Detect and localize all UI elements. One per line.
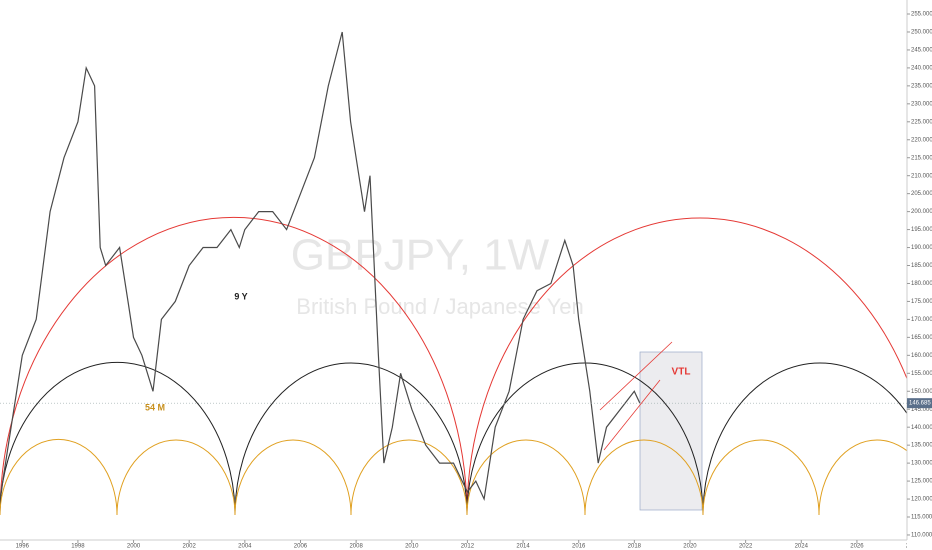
- last-price-box: [907, 398, 932, 409]
- y-tick-label: 190.000: [911, 245, 932, 251]
- y-tick-label: 145.000: [911, 407, 932, 413]
- x-tick-label: 1998: [71, 544, 85, 550]
- x-tick-label: 1996: [16, 544, 30, 550]
- x-tick-label: 2022: [739, 544, 753, 550]
- y-tick-label: 125.000: [911, 479, 932, 485]
- x-tick-label: 2014: [516, 544, 530, 550]
- annotation-54m: 54 M: [145, 402, 165, 412]
- annotation-9y: 9 Y: [234, 291, 247, 301]
- vtl-lower: [603, 379, 661, 451]
- x-tick-label: 2028: [906, 544, 920, 550]
- projection-box: [639, 351, 703, 511]
- annotation-vtl: VTL: [672, 367, 691, 378]
- y-tick-label: 255.000: [911, 12, 932, 18]
- y-tick-label: 165.000: [911, 335, 932, 341]
- x-tick-label: 2018: [628, 544, 642, 550]
- x-tick-label: 2026: [850, 544, 864, 550]
- y-tick-label: 160.000: [911, 353, 932, 359]
- y-tick-label: 235.000: [911, 83, 932, 89]
- y-tick-label: 130.000: [911, 461, 932, 467]
- x-tick-label: 2016: [572, 544, 586, 550]
- y-tick-label: 230.000: [911, 101, 932, 107]
- y-tick-label: 220.000: [911, 137, 932, 143]
- y-tick-label: 115.000: [911, 515, 932, 521]
- y-tick-label: 170.000: [911, 317, 932, 323]
- y-tick-label: 120.000: [911, 497, 932, 503]
- x-tick-label: 2000: [127, 544, 141, 550]
- y-tick-label: 140.000: [911, 425, 932, 431]
- x-tick-label: 2020: [683, 544, 697, 550]
- y-tick-label: 205.000: [911, 191, 932, 197]
- cycle-short: [0, 438, 907, 516]
- y-tick-label: 185.000: [911, 263, 932, 269]
- y-tick-label: 245.000: [911, 48, 932, 54]
- x-tick-label: 2008: [349, 544, 363, 550]
- vtl-upper: [599, 341, 673, 411]
- x-tick-label: 2012: [461, 544, 475, 550]
- y-tick-label: 180.000: [911, 281, 932, 287]
- watermark-symbol: GBPJPY, 1W: [291, 231, 550, 280]
- y-tick-label: 240.000: [911, 65, 932, 71]
- x-tick-label: 2002: [183, 544, 197, 550]
- x-tick-label: 2024: [795, 544, 809, 550]
- x-tick-label: 2010: [405, 544, 419, 550]
- y-tick-label: 175.000: [911, 299, 932, 305]
- y-tick-label: 215.000: [911, 155, 932, 161]
- y-tick-label: 195.000: [911, 227, 932, 233]
- last-price-label: 146.685: [909, 401, 931, 407]
- price-line: [0, 31, 641, 502]
- y-tick-label: 135.000: [911, 443, 932, 449]
- y-tick-label: 225.000: [911, 119, 932, 125]
- y-tick-label: 200.000: [911, 209, 932, 215]
- y-tick-label: 250.000: [911, 30, 932, 36]
- y-tick-label: 155.000: [911, 371, 932, 377]
- cycle-drawings: [0, 216, 907, 516]
- y-tick-label: 110.000: [911, 533, 932, 539]
- y-tick-label: 150.000: [911, 389, 932, 395]
- x-tick-label: 2004: [238, 544, 252, 550]
- x-tick-label: 2006: [294, 544, 308, 550]
- y-tick-label: 210.000: [911, 173, 932, 179]
- x-ticks: 1996 1998 2000 2002 2004 2006 2008 2010 2012 2014…: [16, 540, 920, 550]
- watermark-description: British Pound / Japanese Yen: [296, 294, 583, 319]
